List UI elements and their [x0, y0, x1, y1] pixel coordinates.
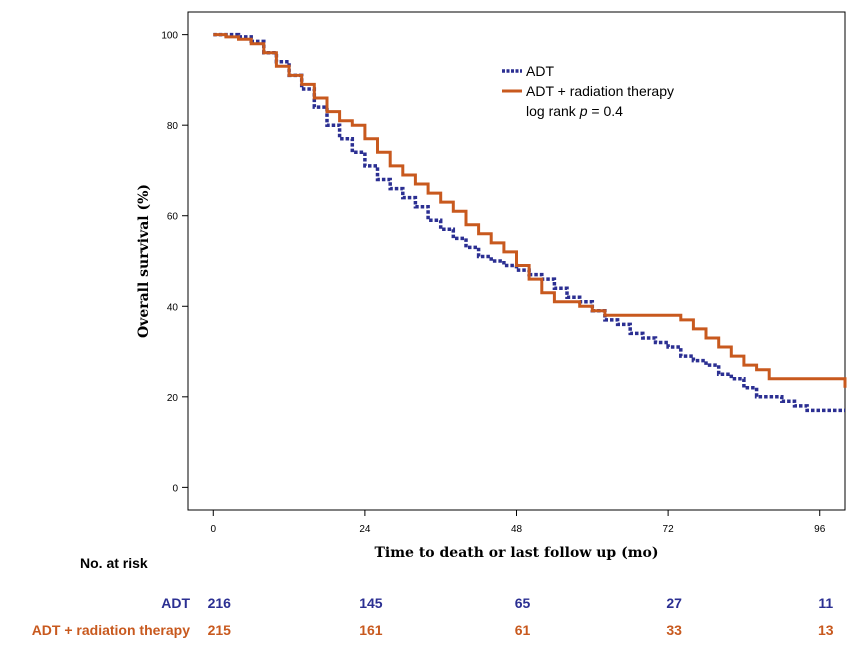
y-axis: 0 20 40 60 80 100: [161, 31, 188, 494]
risk-value: 27: [666, 595, 682, 611]
risk-table-title: No. at risk: [80, 555, 148, 571]
x-tick-label: 72: [663, 524, 675, 535]
risk-value: 33: [666, 622, 682, 638]
risk-value: 161: [359, 622, 383, 638]
logrank-prefix: log rank: [526, 103, 580, 119]
y-tick-label: 20: [167, 393, 179, 404]
series-layer: [213, 32, 847, 413]
y-tick-label: 40: [167, 302, 179, 313]
series-line-adt-radiation: [213, 33, 847, 388]
logrank-p-symbol: p: [579, 103, 588, 119]
legend-label-adt-radiation: ADT + radiation therapy: [526, 83, 674, 99]
x-tick-label: 24: [359, 524, 371, 535]
legend: ADT ADT + radiation therapy log rank p =…: [502, 63, 674, 119]
y-tick-label: 60: [167, 212, 179, 223]
risk-value: 61: [515, 622, 531, 638]
y-tick-label: 0: [172, 483, 178, 494]
logrank-annotation: log rank p = 0.4: [526, 103, 623, 119]
risk-value: 13: [818, 622, 834, 638]
risk-value: 145: [359, 595, 383, 611]
x-axis-title: Time to death or last follow up (mo): [375, 545, 659, 561]
risk-row-label: ADT + radiation therapy: [32, 622, 191, 638]
x-tick-label: 0: [210, 524, 216, 535]
risk-value: 65: [515, 595, 531, 611]
risk-table: No. at risk ADT 216 145 65 27 11 ADT + radiati…: [32, 555, 834, 638]
series-line-adt: [213, 32, 845, 413]
risk-value: 215: [208, 622, 232, 638]
legend-label-adt: ADT: [526, 63, 554, 79]
y-axis-title: Overall survival (%): [136, 184, 152, 338]
x-tick-label: 48: [511, 524, 523, 535]
logrank-value: = 0.4: [588, 103, 624, 119]
risk-row-label: ADT: [161, 595, 190, 611]
risk-value: 216: [208, 595, 232, 611]
y-tick-label: 100: [161, 31, 178, 42]
x-tick-label: 96: [814, 524, 826, 535]
x-axis: 0 24 48 72 96: [210, 510, 826, 535]
y-tick-label: 80: [167, 121, 179, 132]
risk-value: 11: [818, 595, 833, 611]
